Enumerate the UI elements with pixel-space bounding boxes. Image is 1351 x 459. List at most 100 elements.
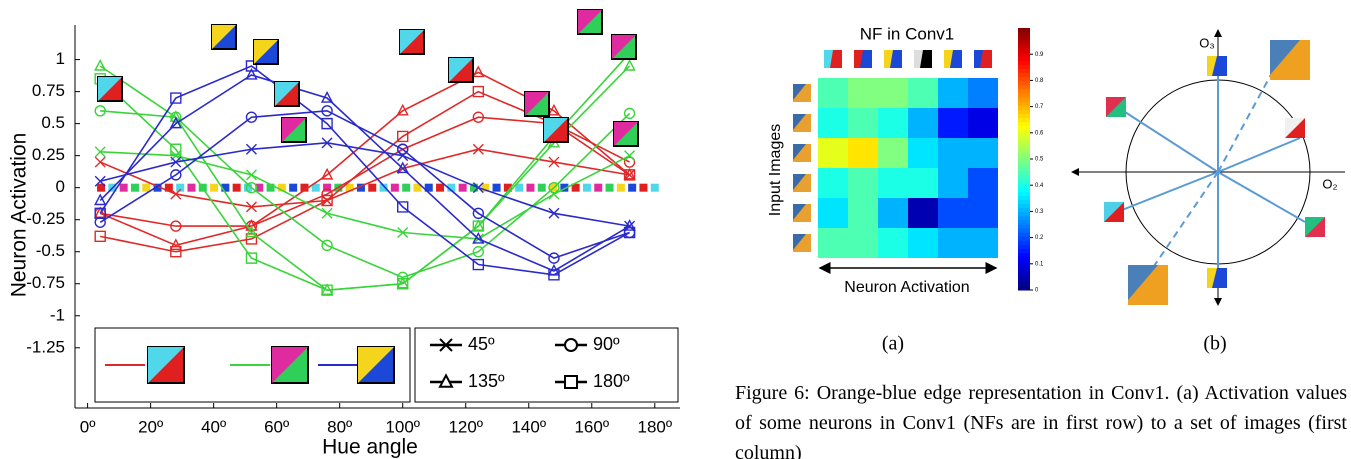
colorbar-step: [1018, 53, 1030, 58]
panel-label: (b): [1203, 333, 1226, 355]
heatmap-cell: [848, 228, 878, 258]
baseline-icon: [120, 184, 128, 192]
colorbar-step: [1018, 163, 1030, 168]
baseline-icon: [617, 184, 625, 192]
heatmap-cell: [908, 168, 938, 198]
heatmap-cell: [818, 168, 848, 198]
series-line: [100, 66, 629, 275]
colorbar-step: [1018, 85, 1030, 90]
x-tick-label: 20º: [138, 417, 163, 436]
colorbar-step: [1018, 73, 1030, 78]
legend-symbol: [565, 376, 577, 388]
baseline-icon: [594, 184, 602, 192]
x-tick-label: 60º: [264, 417, 289, 436]
colorbar-label: 0.1: [1035, 261, 1044, 267]
point: [322, 208, 332, 218]
x-tick-label: 180º: [638, 417, 673, 436]
heatmap-cell: [878, 168, 908, 198]
colorbar-step: [1018, 265, 1030, 270]
baseline-icon: [459, 184, 467, 192]
x-tick-label: 100º: [385, 417, 420, 436]
colorbar-step: [1018, 61, 1030, 66]
colorbar-step: [1018, 89, 1030, 94]
heatmap-cell: [968, 198, 998, 228]
x-tick-label: 40º: [201, 417, 226, 436]
axis-label: O₃: [1199, 35, 1214, 50]
colorbar-step: [1018, 216, 1030, 221]
colorbar-step: [1018, 229, 1030, 234]
colorbar-step: [1018, 32, 1030, 37]
point: [625, 60, 635, 70]
colorbar-step: [1018, 257, 1030, 262]
colorbar-step: [1018, 40, 1030, 45]
colorbar-step: [1018, 147, 1030, 152]
baseline-icon: [210, 184, 218, 192]
heatmap-cell: [878, 138, 908, 168]
y-tick-label: 0: [56, 177, 65, 196]
colorbar-step: [1018, 253, 1030, 258]
baseline-icon: [583, 184, 591, 192]
heatmap-cell: [848, 108, 878, 138]
colorbar-step: [1018, 126, 1030, 131]
y-tick-label: -0.75: [26, 273, 65, 292]
colorbar-step: [1018, 28, 1030, 33]
legend-box: [415, 328, 678, 402]
heatmap-cell: [938, 108, 968, 138]
heatmap-cell: [968, 108, 998, 138]
heatmap-cell: [968, 78, 998, 108]
baseline-icon: [606, 184, 614, 192]
colorbar-step: [1018, 200, 1030, 205]
colorbar-step: [1018, 249, 1030, 254]
colorbar-step: [1018, 139, 1030, 144]
baseline-icon: [391, 184, 399, 192]
colorbar-step: [1018, 118, 1030, 123]
colorbar-step: [1018, 122, 1030, 127]
colorbar-step: [1018, 220, 1030, 225]
colorbar-step: [1018, 159, 1030, 164]
baseline-icon: [402, 184, 410, 192]
point: [95, 157, 105, 167]
colorbar-step: [1018, 270, 1030, 275]
colorbar-label: 0.2: [1035, 235, 1044, 241]
legend-label: 90º: [593, 334, 620, 354]
heatmap-cell: [878, 198, 908, 228]
x-axis-title: Hue angle: [322, 436, 418, 459]
colorbar-step: [1018, 192, 1030, 197]
heatmap-cell: [848, 198, 878, 228]
colorbar-label: 0: [1035, 288, 1039, 294]
colorbar-step: [1018, 167, 1030, 172]
colorbar-label: 0.6: [1035, 130, 1044, 136]
colorbar-step: [1018, 130, 1030, 135]
baseline-icon: [538, 184, 546, 192]
colorbar-step: [1018, 69, 1030, 74]
colorbar-step: [1018, 44, 1030, 49]
heatmap-cell: [908, 198, 938, 228]
colorbar-step: [1018, 143, 1030, 148]
colorbar-step: [1018, 171, 1030, 176]
y-tick-label: 0.75: [32, 81, 65, 100]
y-tick-label: -0.5: [36, 241, 65, 260]
page: Neuron Activation Hue angle NF in Conv1 …: [0, 0, 1351, 459]
legend-label: 45º: [468, 334, 495, 354]
heatmap-cell: [878, 108, 908, 138]
colorbar-step: [1018, 212, 1030, 217]
heatmap-cell: [908, 138, 938, 168]
panel-label: (a): [882, 333, 904, 355]
colorbar-step: [1018, 36, 1030, 41]
y-tick-label: 0.5: [41, 113, 65, 132]
legend-label: 135º: [468, 371, 505, 391]
colorbar-label: 0.5: [1035, 157, 1044, 163]
colorbar-step: [1018, 241, 1030, 246]
colorbar-step: [1018, 184, 1030, 189]
figure-caption: Figure 6: Orange-blue edge representatio…: [735, 378, 1347, 459]
y-tick-label: -0.25: [26, 209, 65, 228]
x-tick-label: 160º: [574, 417, 609, 436]
colorbar-step: [1018, 81, 1030, 86]
heatmap-cell: [938, 138, 968, 168]
baseline-icon: [368, 184, 376, 192]
y-tick-label: -1: [50, 305, 65, 324]
colorbar-step: [1018, 151, 1030, 156]
colorbar-step: [1018, 155, 1030, 160]
heatmap-cell: [938, 168, 968, 198]
heatmap-title: NF in Conv1: [860, 24, 954, 43]
